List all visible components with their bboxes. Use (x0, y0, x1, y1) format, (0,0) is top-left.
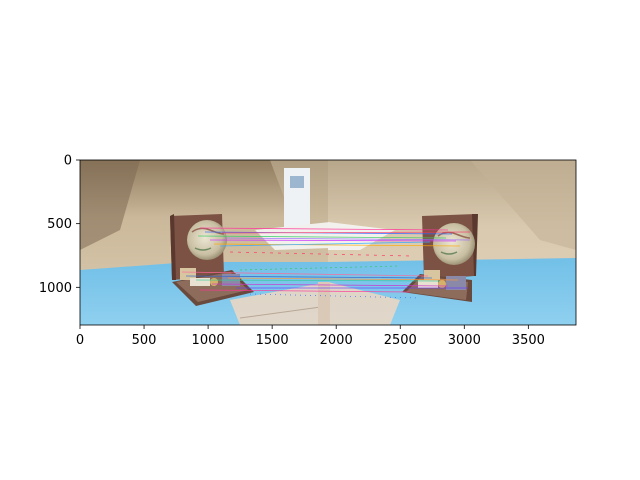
x-tick-label: 3500 (512, 333, 545, 348)
feature-match-lines (181, 227, 471, 299)
x-tick-label: 1500 (256, 333, 289, 348)
x-tick-label: 1000 (192, 333, 225, 348)
x-tick-label: 0 (76, 333, 84, 348)
y-tick-label: 0 (64, 154, 72, 169)
x-tick-label: 2500 (384, 333, 417, 348)
x-tick-label: 2000 (320, 333, 353, 348)
stereo-image (80, 160, 576, 325)
y-tick-label: 1000 (39, 281, 72, 296)
x-axis: 0 500 1000 1500 2000 2500 3000 3500 (76, 325, 545, 348)
left-object (170, 214, 254, 306)
y-tick-label: 500 (47, 217, 72, 232)
y-axis: 0 500 1000 (39, 154, 80, 296)
axes-frame (79, 159, 577, 326)
x-tick-label: 500 (132, 333, 157, 348)
x-tick-label: 3000 (448, 333, 481, 348)
